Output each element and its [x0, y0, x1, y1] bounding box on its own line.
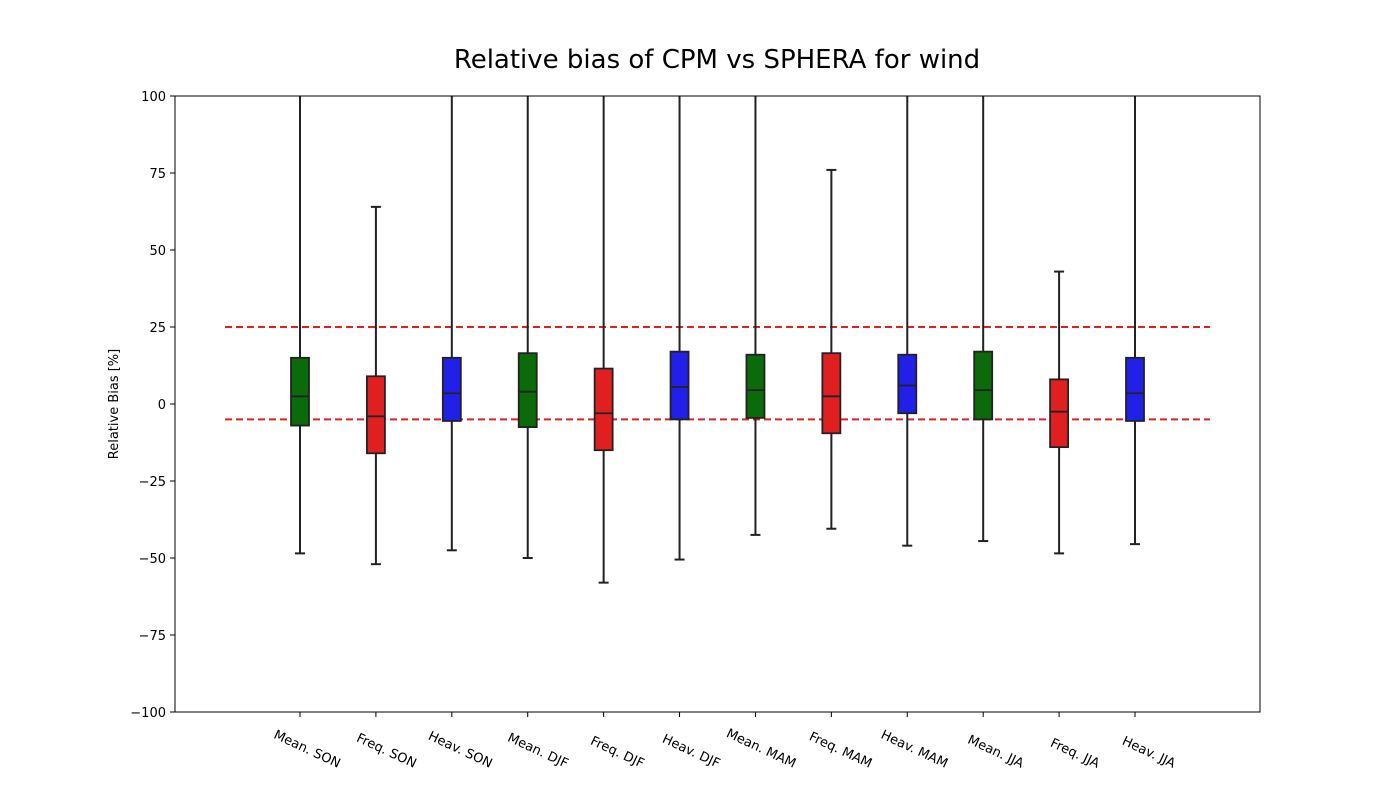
y-tick-label: 75: [149, 167, 166, 182]
box-10: [1049, 270, 1069, 555]
box-iqr: [669, 350, 690, 421]
x-axis: Mean. SON Freq. SON Heav. SON Mean. DJF Freq…: [271, 712, 1178, 772]
y-tick-label: 25: [149, 321, 166, 336]
x-tick-label: Freq. DJF: [588, 734, 646, 772]
x-tick-label: Heav. JJA: [1120, 734, 1178, 772]
x-tick-label: Heav. MAM: [878, 728, 950, 772]
reference-lines: [225, 326, 1210, 421]
box-iqr: [897, 353, 918, 415]
y-tick-label: −50: [139, 552, 166, 567]
box-3: [517, 96, 538, 559]
y-tick-label: −100: [130, 706, 166, 721]
box-iqr: [1049, 378, 1069, 449]
box-5: [669, 96, 690, 561]
box-8: [897, 96, 918, 547]
box-4: [593, 96, 614, 584]
box-iqr: [593, 367, 614, 452]
y-tick-label: 0: [158, 398, 166, 413]
x-tick-label: Heav. DJF: [660, 732, 723, 772]
box-9: [973, 96, 994, 543]
box-6: [745, 96, 766, 536]
box-2: [441, 96, 462, 552]
box-iqr: [821, 352, 842, 435]
x-tick-label: Heav. SON: [426, 729, 495, 772]
x-tick-label: Mean. JJA: [965, 733, 1026, 772]
box-iqr: [366, 375, 386, 455]
box-iqr: [973, 350, 994, 421]
y-tick-label: −75: [139, 629, 166, 644]
chart-title: Relative bias of CPM vs SPHERA for wind: [454, 45, 980, 75]
x-tick-label: Freq. JJA: [1048, 736, 1102, 772]
box-iqr: [745, 353, 766, 419]
box-iqr: [441, 356, 462, 422]
box-iqr: [290, 356, 310, 427]
box-0: [290, 96, 310, 555]
x-tick-label: Freq. SON: [354, 731, 419, 772]
box-1: [366, 205, 386, 566]
y-axis-label: Relative Bias [%]: [107, 349, 122, 459]
box-7: [821, 168, 842, 530]
x-tick-label: Mean. DJF: [505, 731, 570, 772]
y-tick-label: 100: [141, 90, 166, 105]
x-tick-label: Mean. MAM: [724, 726, 798, 771]
x-tick-label: Mean. SON: [271, 728, 343, 772]
box-11: [1125, 96, 1145, 546]
box-iqr: [1125, 356, 1145, 422]
y-axis: 100 75 50 25 0 −25 −50 −75 −100: [130, 90, 175, 721]
plot-area-frame: [174, 95, 1261, 713]
y-tick-label: 50: [149, 244, 166, 259]
box-iqr: [517, 352, 538, 428]
boxes-group: [290, 96, 1145, 584]
y-tick-label: −25: [139, 475, 166, 490]
x-tick-label: Freq. MAM: [807, 730, 874, 772]
